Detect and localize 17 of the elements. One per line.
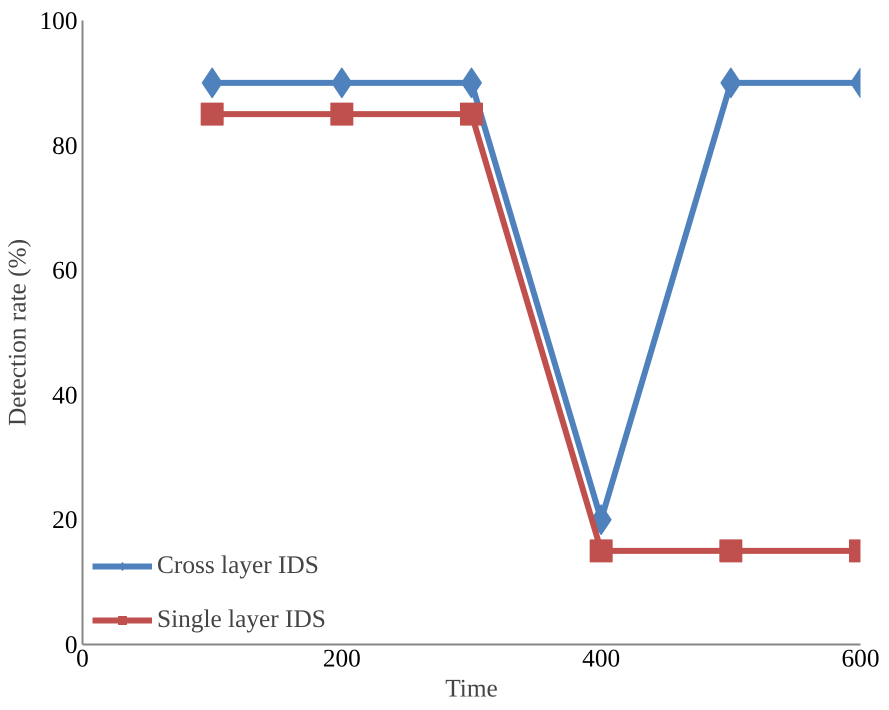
y-tick-label: 60 [52,256,78,285]
y-tick-label: 20 [52,506,78,534]
y-tick-label: 80 [52,132,78,160]
x-tick-label: 400 [582,644,620,672]
point [200,102,224,126]
point [460,102,483,126]
x-tick-label: 200 [322,644,361,672]
legend-label: Cross layer IDS [157,551,319,580]
y-tick-label: 40 [52,381,78,410]
x-tick-label: 600 [842,644,880,672]
legend-label: Single layer IDS [157,605,326,634]
point [330,102,354,126]
y-tick-label: 100 [40,7,78,35]
point [590,539,613,562]
y-axis-title: Detection rate (%) [4,238,32,426]
x-axis-title: Time [445,674,498,702]
point [719,539,742,562]
